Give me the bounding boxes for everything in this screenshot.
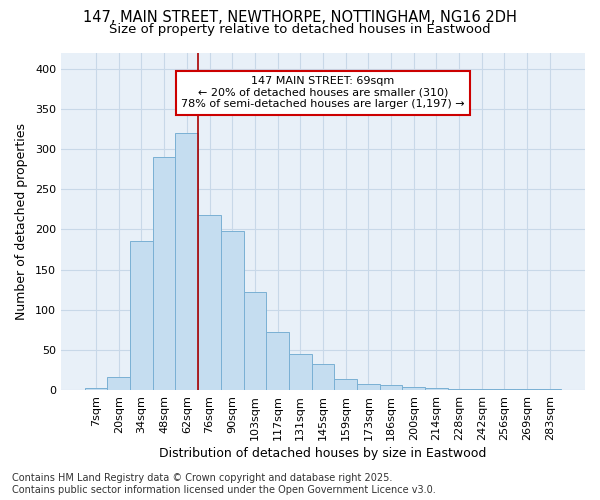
Bar — [107, 377, 130, 390]
Bar — [175, 133, 198, 390]
Bar — [403, 387, 425, 390]
Bar — [244, 292, 266, 390]
Bar — [357, 384, 380, 390]
Bar — [380, 385, 403, 390]
Y-axis label: Number of detached properties: Number of detached properties — [15, 123, 28, 320]
Bar — [85, 388, 107, 390]
Text: 147, MAIN STREET, NEWTHORPE, NOTTINGHAM, NG16 2DH: 147, MAIN STREET, NEWTHORPE, NOTTINGHAM,… — [83, 10, 517, 25]
Bar — [289, 354, 311, 390]
Bar — [311, 364, 334, 390]
Bar — [266, 332, 289, 390]
Bar — [153, 157, 175, 390]
Bar — [425, 388, 448, 390]
Text: 147 MAIN STREET: 69sqm
← 20% of detached houses are smaller (310)
78% of semi-de: 147 MAIN STREET: 69sqm ← 20% of detached… — [181, 76, 465, 110]
Text: Contains HM Land Registry data © Crown copyright and database right 2025.
Contai: Contains HM Land Registry data © Crown c… — [12, 474, 436, 495]
Bar — [221, 231, 244, 390]
Bar — [198, 215, 221, 390]
Text: Size of property relative to detached houses in Eastwood: Size of property relative to detached ho… — [109, 22, 491, 36]
X-axis label: Distribution of detached houses by size in Eastwood: Distribution of detached houses by size … — [159, 447, 487, 460]
Bar — [334, 379, 357, 390]
Bar — [130, 242, 153, 390]
